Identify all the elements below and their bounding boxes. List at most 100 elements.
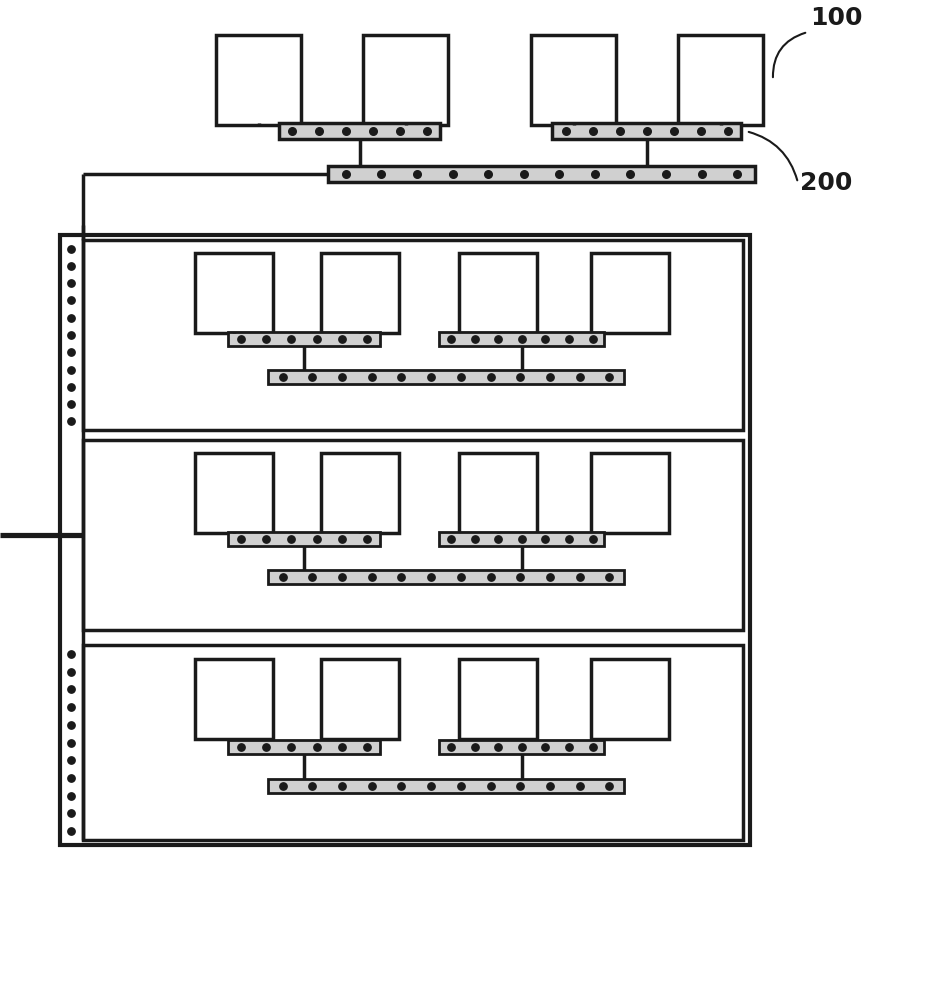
Point <box>64 379 79 395</box>
Bar <box>83 440 743 630</box>
Point <box>423 569 438 585</box>
Point <box>573 369 588 385</box>
Point <box>304 569 320 585</box>
Point <box>483 369 498 385</box>
Bar <box>320 253 398 333</box>
Point <box>64 788 79 804</box>
Point <box>454 369 469 385</box>
Point <box>513 778 528 794</box>
Point <box>259 739 274 755</box>
Bar <box>320 453 398 533</box>
Bar <box>195 659 273 739</box>
Bar <box>459 659 537 739</box>
Point <box>419 123 435 139</box>
Point <box>335 331 350 347</box>
Point <box>394 569 409 585</box>
Point <box>64 344 79 360</box>
Point <box>602 778 617 794</box>
Point <box>359 531 375 547</box>
Point <box>64 413 79 429</box>
Bar <box>459 253 537 333</box>
Bar <box>363 35 448 125</box>
Point <box>729 166 745 182</box>
Point <box>394 778 409 794</box>
Bar <box>228 532 380 546</box>
Point <box>454 569 469 585</box>
Point <box>542 369 557 385</box>
Point <box>467 531 482 547</box>
Bar <box>268 779 624 793</box>
Bar <box>83 645 743 840</box>
Bar <box>552 123 741 139</box>
Point <box>309 739 324 755</box>
Point <box>64 241 79 257</box>
Bar <box>268 370 624 384</box>
Point <box>309 331 324 347</box>
Point <box>409 166 424 182</box>
Point <box>64 681 79 697</box>
Point <box>335 531 350 547</box>
Point <box>623 166 638 182</box>
Point <box>480 166 495 182</box>
Bar <box>592 659 670 739</box>
Point <box>585 123 600 139</box>
Point <box>364 778 379 794</box>
Bar <box>228 740 380 754</box>
Bar <box>83 240 743 430</box>
Point <box>259 531 274 547</box>
Point <box>552 166 567 182</box>
Bar <box>592 253 670 333</box>
Point <box>283 331 299 347</box>
Bar <box>195 253 273 333</box>
Point <box>542 778 557 794</box>
Point <box>64 310 79 326</box>
Bar <box>195 453 273 533</box>
Point <box>233 739 248 755</box>
Point <box>491 531 506 547</box>
Point <box>445 166 460 182</box>
Point <box>64 823 79 839</box>
Point <box>64 362 79 378</box>
Point <box>335 369 350 385</box>
Point <box>374 166 389 182</box>
Point <box>588 166 603 182</box>
Point <box>585 331 600 347</box>
Bar <box>216 35 301 125</box>
Point <box>639 123 654 139</box>
Point <box>394 369 409 385</box>
Point <box>516 166 532 182</box>
Bar <box>592 453 670 533</box>
Point <box>339 123 354 139</box>
Point <box>359 739 375 755</box>
Point <box>693 123 708 139</box>
Point <box>573 778 588 794</box>
Point <box>335 778 350 794</box>
Point <box>467 331 482 347</box>
Point <box>558 123 573 139</box>
Point <box>233 331 248 347</box>
Point <box>275 569 290 585</box>
Point <box>694 166 709 182</box>
Point <box>64 646 79 662</box>
Bar <box>328 166 755 182</box>
Point <box>573 569 588 585</box>
Bar <box>228 332 380 346</box>
Point <box>491 331 506 347</box>
Point <box>64 664 79 680</box>
Point <box>585 531 600 547</box>
Point <box>514 531 530 547</box>
Point <box>720 123 735 139</box>
Point <box>561 739 576 755</box>
Point <box>538 331 553 347</box>
Point <box>64 396 79 412</box>
Bar <box>439 332 605 346</box>
Point <box>602 369 617 385</box>
Point <box>561 531 576 547</box>
Bar <box>279 123 440 139</box>
Point <box>359 331 375 347</box>
Point <box>666 123 681 139</box>
Point <box>491 739 506 755</box>
Point <box>64 752 79 768</box>
Point <box>335 569 350 585</box>
Point <box>454 778 469 794</box>
